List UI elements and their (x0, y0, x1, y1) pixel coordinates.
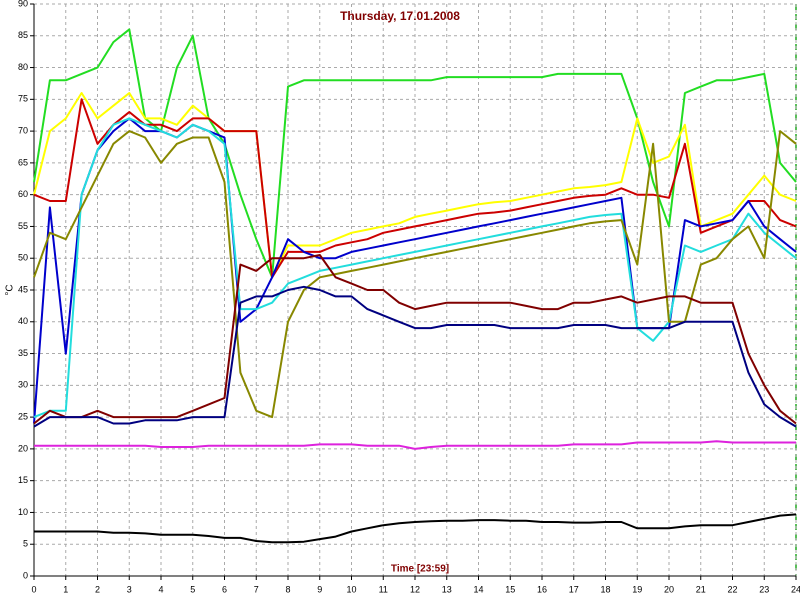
y-tick-label: 75 (18, 94, 28, 104)
y-tick-label: 35 (18, 348, 28, 358)
y-tick-label: 80 (18, 62, 28, 72)
y-tick-label: 15 (18, 475, 28, 485)
x-tick-label: 24 (791, 584, 800, 594)
chart-title: Thursday, 17.01.2008 (340, 9, 460, 23)
x-tick-label: 21 (696, 584, 706, 594)
x-tick-label: 12 (410, 584, 420, 594)
y-tick-label: 10 (18, 507, 28, 517)
x-axis-label: Time [23:59] (391, 564, 449, 575)
x-tick-label: 6 (222, 584, 227, 594)
x-tick-label: 20 (664, 584, 674, 594)
x-tick-label: 0 (31, 584, 36, 594)
x-tick-label: 23 (759, 584, 769, 594)
x-tick-label: 5 (190, 584, 195, 594)
x-tick-label: 10 (346, 584, 356, 594)
series-line (33, 254, 797, 425)
y-tick-label: 55 (18, 221, 28, 231)
series-line (33, 130, 797, 419)
y-axis-label: °C (5, 284, 16, 295)
y-tick-label: 50 (18, 253, 28, 263)
x-tick-label: 2 (95, 584, 100, 594)
y-tick-label: 60 (18, 189, 28, 199)
y-tick-label: 5 (23, 539, 28, 549)
y-tick-label: 25 (18, 411, 28, 421)
x-tick-label: 9 (317, 584, 322, 594)
series-line (33, 98, 797, 279)
y-tick-label: 65 (18, 157, 28, 167)
x-tick-label: 16 (537, 584, 547, 594)
y-tick-label: 20 (18, 443, 28, 453)
y-tick-label: 90 (18, 0, 28, 8)
x-tick-label: 17 (569, 584, 579, 594)
x-tick-label: 19 (632, 584, 642, 594)
y-tick-label: 45 (18, 284, 28, 294)
x-tick-label: 4 (158, 584, 163, 594)
series-line (33, 285, 797, 428)
y-tick-label: 30 (18, 380, 28, 390)
y-tick-label: 85 (18, 30, 28, 40)
series-line (34, 513, 797, 544)
series-line (33, 92, 797, 279)
x-tick-label: 15 (505, 584, 515, 594)
y-tick-label: 0 (23, 570, 28, 580)
x-tick-label: 13 (442, 584, 452, 594)
y-tick-label: 40 (18, 316, 28, 326)
x-tick-label: 11 (379, 584, 388, 594)
x-tick-label: 1 (63, 584, 68, 594)
x-tick-label: 8 (285, 584, 290, 594)
y-tick-label: 70 (18, 125, 28, 135)
x-tick-label: 18 (600, 584, 610, 594)
x-tick-label: 7 (254, 584, 259, 594)
x-tick-label: 3 (127, 584, 132, 594)
series-line (34, 440, 796, 450)
x-tick-label: 22 (727, 584, 737, 594)
x-tick-label: 14 (473, 584, 483, 594)
